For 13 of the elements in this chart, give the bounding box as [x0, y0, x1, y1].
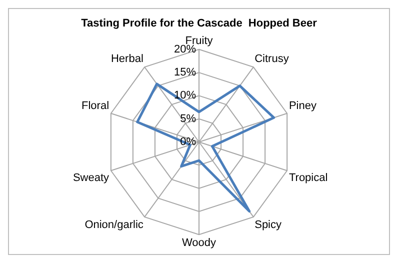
spoke-label: Piney — [288, 100, 317, 112]
chart-title: Tasting Profile for the Cascade Hopped Beer — [81, 18, 318, 30]
y-tick-label: 5% — [180, 112, 196, 125]
spoke-label: Herbal — [110, 52, 144, 65]
y-tick-label: 10% — [174, 90, 196, 102]
spoke-label: Tropical — [288, 172, 328, 184]
spoke-label: Sweaty — [72, 172, 110, 184]
spoke-label: Woody — [182, 237, 217, 250]
spoke-label: Floral — [82, 100, 110, 112]
y-tick-label: 15% — [174, 66, 196, 79]
spoke-label: Onion/garlic — [84, 219, 144, 232]
spoke-label: Citrusy — [254, 52, 290, 65]
spoke-label: Spicy — [254, 219, 282, 232]
